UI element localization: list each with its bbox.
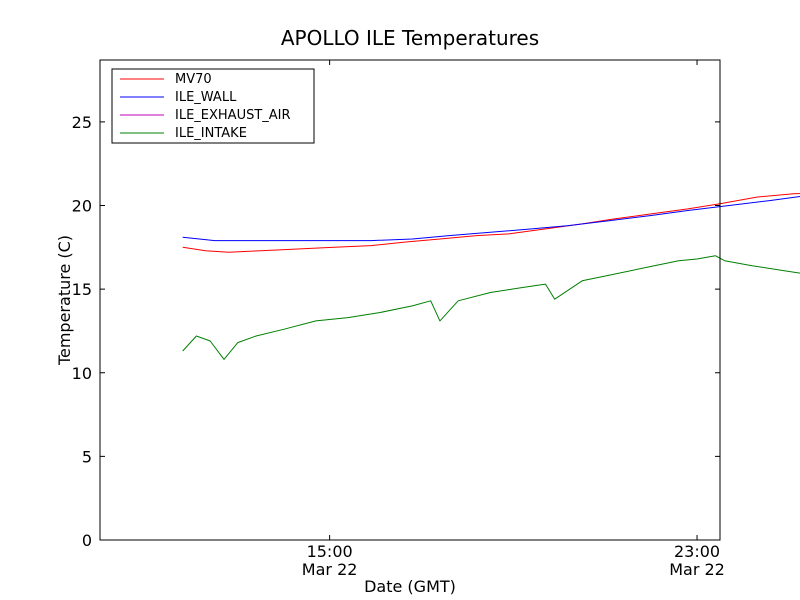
legend-label: ILE_INTAKE	[175, 126, 247, 141]
x-tick-label-date: Mar 22	[302, 560, 358, 579]
series-line-mv70	[182, 192, 800, 253]
series-line-ile-wall	[182, 195, 800, 242]
legend: MV70 ILE_WALL ILE_EXHAUST_AIR ILE_INTAKE	[111, 68, 315, 144]
x-tick-label-time: 23:00	[674, 542, 720, 561]
legend-label: ILE_EXHAUST_AIR	[175, 108, 291, 123]
y-axis: 0 5 10 15 20 25	[72, 113, 720, 550]
legend-frame	[111, 68, 315, 144]
legend-label: MV70	[175, 72, 212, 87]
series-line-ile-intake	[182, 255, 800, 360]
plot-frame	[99, 59, 721, 541]
chart-title: APOLLO ILE Temperatures	[281, 26, 539, 50]
y-tick-label: 20	[72, 197, 92, 216]
y-tick-label: 0	[82, 531, 92, 550]
x-tick-label-time: 15:00	[307, 542, 353, 561]
legend-label: ILE_WALL	[175, 90, 237, 105]
y-axis-title: Temperature (C)	[55, 235, 74, 366]
y-tick-label: 5	[82, 447, 92, 466]
y-tick-label: 15	[72, 280, 92, 299]
series-layer	[182, 192, 800, 360]
y-tick-label: 10	[72, 364, 92, 383]
x-tick-label-date: Mar 22	[669, 560, 725, 579]
y-tick-label: 25	[72, 113, 92, 132]
x-axis-title: Date (GMT)	[364, 577, 456, 596]
